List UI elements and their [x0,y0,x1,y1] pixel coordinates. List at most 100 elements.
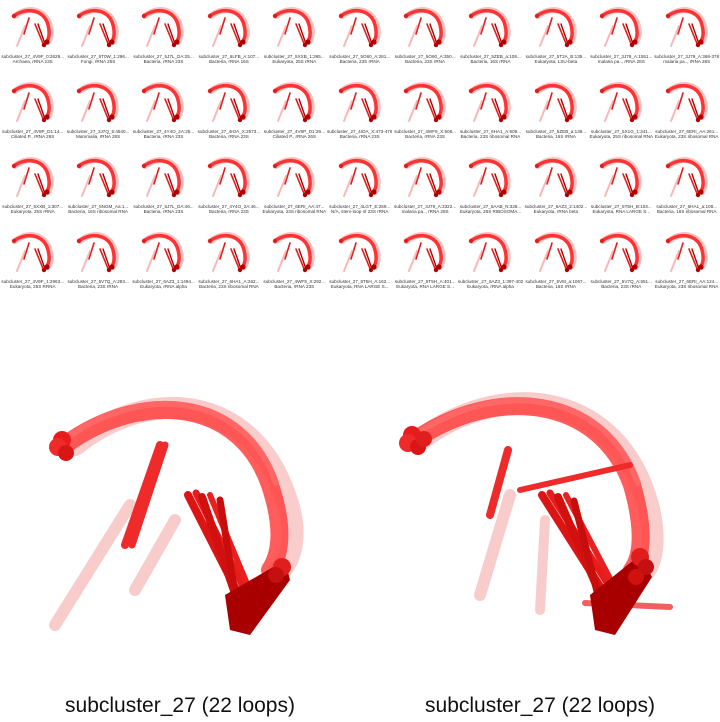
rna-loop-render [403,7,446,48]
rna-loop-render [600,157,643,198]
loop-thumbnail: subcluster_27_3J79_A:1551... malaria pa..… [589,2,654,77]
thumbnail-label: subcluster_27_5O60_A:281... [329,54,391,59]
thumbnail-label: subcluster_27_6LFB_A:107... [198,54,260,59]
loop-thumbnail: subcluster_27_5NGM_Aa:1... Bacteria, 16S … [65,152,130,227]
loop-thumbnail: subcluster_27_4V8P_D1:29... Ciliated P., … [262,77,327,152]
thumbnail-label: subcluster_27_6HA1_A:509... [459,129,522,134]
thumbnail-label: subcluster_27_4V9F_0:2629... [1,54,64,59]
thumbnail-organism: malaria pa.., rRNA 28S [663,59,711,65]
rna-loop-render [273,7,316,48]
thumbnail-organism: Eukaryota, RNA LARGE S... [330,284,389,290]
loop-thumbnail: subcluster_27_4V8P_D1:14... Ciliated P., … [0,77,65,152]
rna-loop-render [207,157,250,198]
loop-thumbnail: subcluster_27_6AZ3_2:1402... Eukaryota, r… [523,152,588,227]
thumbnail-label: subcluster_27_6AZ3_1:397-402 [457,279,524,284]
loop-thumbnail: subcluster_27_6HA1_A:262... Bacteria, 23S… [196,227,261,302]
rna-loop-render [665,232,708,273]
rna-loop-render [469,7,512,48]
loop-thumbnail: subcluster_27_4IOA_X:473-476 Bacteria, rR… [327,77,392,152]
rna-loop-render [469,157,512,198]
rna-loop-render [600,82,643,123]
thumbnail-label: subcluster_27_6ERI_AA:124... [655,279,719,284]
thumbnail-organism: Bacteria, 23S rRNA [339,59,380,65]
rna-loop-render [76,7,119,48]
loop-thumbnail: subcluster_27_3J7Q_5:4540... Mammalia, rR… [65,77,130,152]
rna-loop-superposition-left [49,396,304,635]
superposition-panel-left [0,345,360,645]
thumbnail-label: subcluster_27_6ERI_AA:261... [655,129,719,134]
loop-thumbnail: subcluster_27_3J79_A:3322... malaria pa..… [392,152,457,227]
loop-thumbnail: subcluster_27_6HA1_A:509... Bacteria, 23S… [458,77,523,152]
thumbnail-organism: Bacteria, 23S rRNA [78,284,119,290]
thumbnail-organism: Bacteria, 23S ribosomal RNA [460,134,521,140]
thumbnail-label: subcluster_27_4WF9_X:508... [394,129,456,134]
phosphate-cluster [49,431,291,635]
loop-thumbnail: subcluster_27_5ZEB_a:108... Bacteria, 16S… [458,2,523,77]
loop-thumbnail: subcluster_27_4IOA_X:2573... Bacteria, rR… [196,77,261,152]
thumbnail-organism: Eukaryota, rRNA alpha [467,284,514,290]
thumbnail-label: subcluster_27_5XXB_1:307... [2,204,64,209]
loop-thumbnail: subcluster_27_4Y4O_2A:46... Bacteria, rRN… [196,152,261,227]
rna-loop-render [207,232,250,273]
rna-loop-render [338,157,381,198]
thumbnail-organism: Mammalia, rRNA 28S [76,134,121,140]
rna-loop-render [534,232,577,273]
loop-thumbnail: subcluster_27_4V9F_0:2629... Archaea, rRN… [0,2,65,77]
rna-loop-render [469,82,512,123]
rna-loop-render [403,82,446,123]
thumbnail-label: subcluster_27_5ZEB_a:136... [525,129,587,134]
rna-loop-render [403,232,446,273]
thumbnail-organism: Eukaryota, 23S ribosomal RNA [654,284,719,290]
rna-loop-render [534,82,577,123]
loop-thumbnail: subcluster_27_5ZEB_a:136... Bacteria, 16S… [523,77,588,152]
thumbnail-label: subcluster_27_5X1G_1:341... [590,129,652,134]
loop-thumbnail: subcluster_27_5XXB_1:365... Eukaryota, 25… [262,2,327,77]
thumbnail-label: subcluster_27_4IOA_X:473-476 [327,129,393,134]
rna-loop-render [469,232,512,273]
thumbnail-organism: Eukaryota, 25S rRNA [10,209,55,215]
thumbnail-organism: Eukaryota, RNA LARGE S... [396,284,454,290]
loop-thumbnail: subcluster_27_5V8I_a:1067... Bacteria, 16… [523,227,588,302]
thumbnail-grid: subcluster_27_4V9F_0:2629... Archaea, rRN… [0,0,720,300]
loop-thumbnail: subcluster_27_5XXB_1:307... Eukaryota, 25… [0,152,65,227]
thumbnail-label: subcluster_27_4Y4O_2A:46... [198,204,260,209]
thumbnail-organism: Fungi, rRNA 25S [80,59,116,65]
loop-thumbnail: subcluster_27_5V7Q_A:551... Bacteria, 23S… [589,227,654,302]
thumbnail-label: subcluster_27_5T2A_B:135... [525,54,587,59]
thumbnail-label: subcluster_27_5V8I_a:1067... [525,279,587,284]
rna-loop-render [665,157,708,198]
loop-thumbnail: subcluster_27_5V7Q_A:283... Bacteria, 23S… [65,227,130,302]
loop-thumbnail: subcluster_27_3J79_A:368-378 malaria pa..… [654,2,719,77]
thumbnail-label: subcluster_27_5J7L_DA:46... [133,204,194,209]
thumbnail-organism: Bacteria, 23S rRNA [601,284,642,290]
rna-loop-render [600,7,643,48]
loop-thumbnail: subcluster_27_5T2A_B:135... Eukaryota, LS… [523,2,588,77]
thumbnail-label: subcluster_27_6AZ3_2:1402... [524,204,588,209]
thumbnail-organism: Bacteria, rRNA 23S [208,209,249,215]
loop-thumbnail: subcluster_27_5AAB_N:328... Eukaryota, 26… [458,152,523,227]
loop-thumbnail: subcluster_27_6ERI_AA:261... Eukaryota, 2… [654,77,719,152]
thumbnail-label: subcluster_27_4V9F_1:2963... [1,279,64,284]
loop-thumbnail: subcluster_27_5J7L_DA:25... Bacteria, rRN… [131,2,196,77]
thumbnail-label: subcluster_27_4Y4O_2A:25... [132,129,195,134]
thumbnail-label: subcluster_27_5NGM_Aa:1... [67,204,129,209]
thumbnail-organism: Ciliated P., rRNA 26S [11,134,55,140]
rna-loop-render [600,232,643,273]
loop-thumbnail: subcluster_27_6AZ3_1:1494... Eukaryota, r… [131,227,196,302]
loop-thumbnail: subcluster_27_5T5H_B:103... Eukaryota, RN… [589,152,654,227]
rna-loop-superposition-right [399,392,673,635]
thumbnail-label: subcluster_27_5V7Q_A:551... [590,279,652,284]
thumbnail-label: subcluster_27_5O60_A:350... [394,54,456,59]
loop-thumbnail: subcluster_27_5J7L_DA:46... Bacteria, rRN… [131,152,196,227]
thumbnail-label: subcluster_27_5ZEB_a:108... [460,54,521,59]
loop-thumbnail: subcluster_27_5X1G_1:341... Eukaryota, 25… [589,77,654,152]
thumbnail-label: subcluster_27_5V7Q_A:283... [67,279,129,284]
thumbnail-organism: N/A, stem-loop of 23S rRNA [330,209,389,215]
thumbnail-organism: Bacteria, 16S ribosomal RNA [656,209,717,215]
thumbnail-organism: Eukaryota, 26S RIBOSOMA... [459,209,522,215]
thumbnail-organism: Bacteria, 16S ribosomal RNA [68,209,128,215]
thumbnail-label: subcluster_27_5T5H_A:401... [394,279,456,284]
thumbnail-label: subcluster_27_6HA1_a:108... [656,204,717,209]
loop-thumbnail: subcluster_27_5T5H_A:401... Eukaryota, RN… [392,227,457,302]
thumbnail-label: subcluster_27_5T5H_A:162... [329,279,391,284]
